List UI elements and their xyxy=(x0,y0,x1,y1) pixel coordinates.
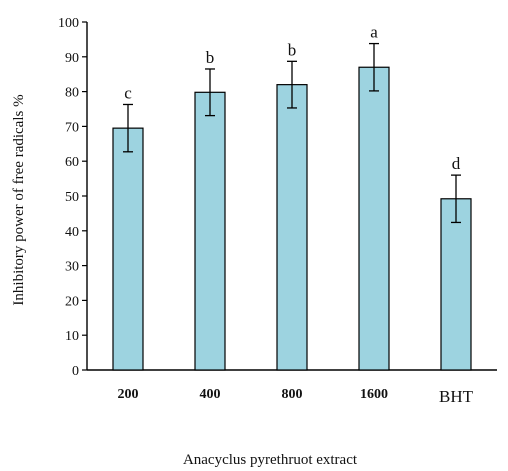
x-tick-label: BHT xyxy=(439,387,474,406)
y-axis-label: Inhibitory power of free radicals % xyxy=(11,94,27,305)
bar-bht xyxy=(440,198,472,371)
error-bars xyxy=(123,42,461,224)
significance-labels: c b b a d xyxy=(124,23,461,174)
y-tick-label: 70 xyxy=(65,120,79,135)
y-tick-label: 30 xyxy=(65,260,79,275)
x-tick-label: 400 xyxy=(200,387,221,402)
significance-label: d xyxy=(452,154,461,173)
y-tick-label: 10 xyxy=(65,329,79,344)
bar-400 xyxy=(194,91,226,371)
x-tick-label: 1600 xyxy=(360,387,388,402)
significance-label: a xyxy=(370,23,378,42)
y-axis: 0 10 20 30 40 50 60 70 80 90 100 xyxy=(58,16,88,379)
y-tick-label: 40 xyxy=(65,225,79,240)
bar-200 xyxy=(112,127,144,371)
significance-label: b xyxy=(288,40,297,59)
x-tick-label: 200 xyxy=(118,387,139,402)
bars xyxy=(112,66,472,371)
y-tick-label: 100 xyxy=(58,16,79,31)
significance-label: c xyxy=(124,83,132,102)
x-tick-label: 800 xyxy=(282,387,303,402)
bar-800 xyxy=(276,84,308,371)
y-tick-label: 0 xyxy=(72,364,79,379)
significance-label: b xyxy=(206,48,215,67)
y-tick-label: 90 xyxy=(65,51,79,66)
x-axis-label: Anacyclus pyrethruot extract xyxy=(183,452,358,468)
y-tick-label: 50 xyxy=(65,190,79,205)
x-axis: 200 400 800 1600 BHT xyxy=(87,369,497,406)
y-tick-label: 20 xyxy=(65,294,79,309)
y-tick-label: 60 xyxy=(65,155,79,170)
bar-1600 xyxy=(358,66,390,371)
y-tick-label: 80 xyxy=(65,86,79,101)
